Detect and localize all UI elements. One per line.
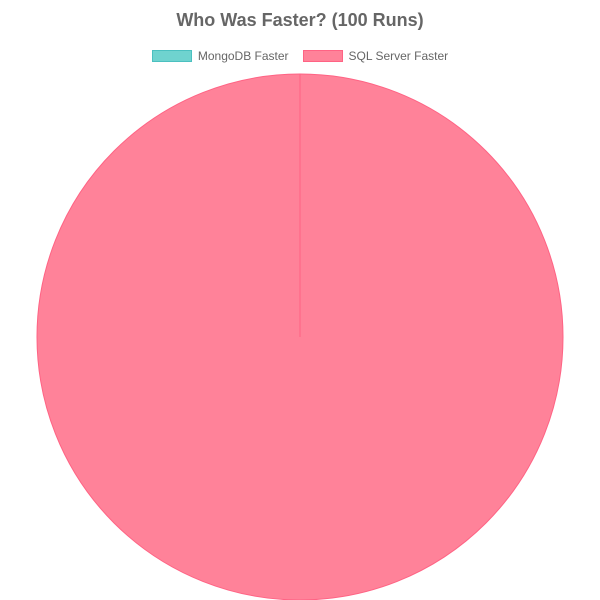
legend-item-sql-server[interactable]: SQL Server Faster	[302, 49, 449, 63]
legend-item-mongodb[interactable]: MongoDB Faster	[151, 49, 289, 63]
legend-label-mongodb: MongoDB Faster	[197, 49, 289, 63]
legend-swatch-mongodb	[151, 50, 192, 62]
chart-title: Who Was Faster? (100 Runs)	[176, 10, 424, 30]
legend-swatch-sql-server	[302, 50, 343, 62]
chart-legend: MongoDB Faster SQL Server Faster	[0, 49, 600, 63]
legend-label-sql-server: SQL Server Faster	[348, 49, 449, 63]
